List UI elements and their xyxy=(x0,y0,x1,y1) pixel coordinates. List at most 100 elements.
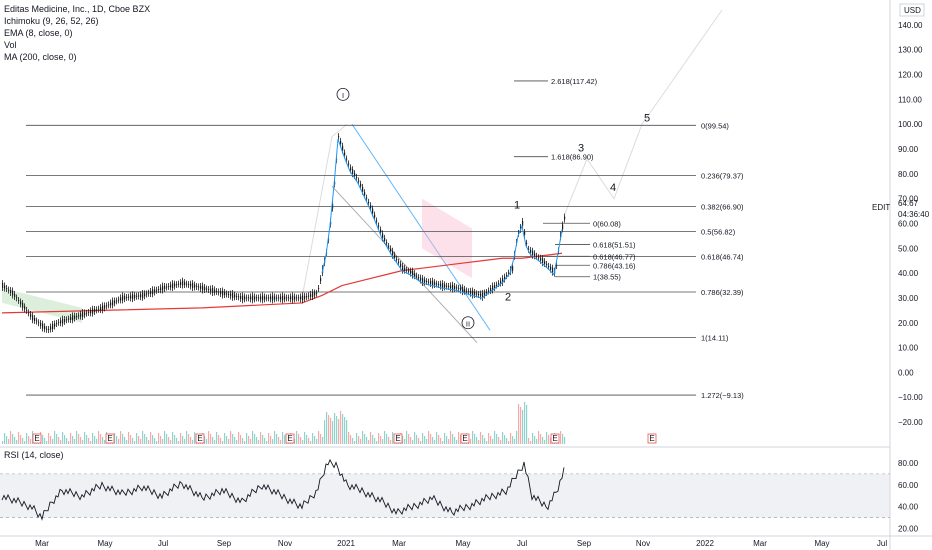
volume-bar xyxy=(412,440,414,444)
volume-bar xyxy=(422,433,424,444)
volume-bar xyxy=(532,433,534,444)
volume-bar xyxy=(486,441,488,444)
volume-bar xyxy=(420,441,422,444)
volume-bar xyxy=(10,431,12,444)
candle-body xyxy=(512,265,514,271)
legend-ma200[interactable]: MA (200, close, 0) xyxy=(4,52,77,62)
volume-bar xyxy=(8,439,10,444)
candle-body xyxy=(410,270,412,274)
candle-body xyxy=(500,280,502,284)
volume-bar xyxy=(364,434,366,444)
volume-bar xyxy=(132,438,134,444)
candle-body xyxy=(40,322,42,326)
candle-body xyxy=(106,305,108,307)
candle-body xyxy=(8,289,10,291)
volume-bar xyxy=(502,432,504,444)
volume-bar xyxy=(282,432,284,444)
volume-bar xyxy=(330,418,332,444)
volume-bar xyxy=(508,441,510,444)
volume-bar xyxy=(544,440,546,444)
volume-bar xyxy=(274,431,276,444)
earnings-marker[interactable] xyxy=(393,433,403,444)
candle-body xyxy=(420,277,422,281)
volume-bar xyxy=(370,432,372,444)
volume-bar xyxy=(354,441,356,444)
candle-body xyxy=(56,323,58,325)
price-tick-label: 0.00 xyxy=(898,368,914,377)
price-tick-label: 70.00 xyxy=(898,195,919,204)
volume-bar xyxy=(230,431,232,444)
volume-bar xyxy=(84,432,86,444)
volume-bar xyxy=(236,440,238,444)
earnings-marker[interactable] xyxy=(195,433,205,444)
candle-body xyxy=(186,283,188,285)
earnings-marker[interactable] xyxy=(460,433,470,444)
legend-vol[interactable]: Vol xyxy=(4,40,17,50)
candle-body xyxy=(274,296,276,300)
earnings-marker[interactable] xyxy=(105,433,115,444)
volume-bar xyxy=(484,438,486,444)
candle-body xyxy=(506,275,508,277)
candle-body xyxy=(182,280,184,286)
volume-bar xyxy=(186,431,188,444)
volume-bar xyxy=(388,437,390,444)
candle-body xyxy=(96,309,98,311)
candle-body xyxy=(102,305,104,311)
volume-bar xyxy=(490,436,492,444)
volume-bar xyxy=(142,431,144,444)
fib-level-label: 1.272(−9.13) xyxy=(701,391,744,400)
rsi-tick-label: 80.00 xyxy=(898,459,919,468)
candle-body xyxy=(412,270,414,276)
candle-body xyxy=(434,282,436,286)
candle-body xyxy=(180,282,182,286)
candle-body xyxy=(82,312,84,317)
candle-body xyxy=(32,315,34,321)
candle-body xyxy=(60,320,62,324)
price-tick-label: 130.00 xyxy=(898,46,923,55)
candle-body xyxy=(470,290,472,294)
volume-bar xyxy=(66,438,68,444)
candle-body xyxy=(80,313,82,317)
legend-ema[interactable]: EMA (8, close, 0) xyxy=(4,28,73,38)
fib-extension-label: 0.618(51.51) xyxy=(593,241,636,250)
volume-bar xyxy=(168,437,170,444)
candle-body xyxy=(174,283,176,287)
volume-bar xyxy=(300,437,302,444)
volume-bar xyxy=(316,439,318,444)
candle-body xyxy=(218,291,220,293)
volume-bar xyxy=(120,431,122,444)
candle-body xyxy=(366,197,368,199)
volume-bar xyxy=(98,431,100,444)
fib-extension-label: 1.618(86.90) xyxy=(551,153,594,162)
earnings-marker[interactable] xyxy=(32,433,42,444)
volume-bar xyxy=(482,435,484,444)
volume-bar xyxy=(92,433,94,444)
candle-body xyxy=(528,248,530,250)
candle-body xyxy=(222,290,224,296)
candle-body xyxy=(556,265,558,267)
earnings-marker[interactable] xyxy=(550,433,560,444)
candle-body xyxy=(356,176,358,178)
candle-body xyxy=(372,208,374,214)
earnings-marker[interactable] xyxy=(647,433,657,444)
volume-bar xyxy=(232,434,234,444)
volume-bar xyxy=(536,439,538,444)
volume-bar xyxy=(408,434,410,444)
candle-body xyxy=(442,283,444,289)
volume-bar xyxy=(498,437,500,444)
legend-ichimoku[interactable]: Ichimoku (9, 26, 52, 26) xyxy=(4,16,99,26)
volume-bar xyxy=(352,438,354,444)
volume-bar xyxy=(404,439,406,444)
candle-body xyxy=(256,297,258,299)
volume-bar xyxy=(136,433,138,444)
rsi-tick-label: 40.00 xyxy=(898,503,919,512)
candle-body xyxy=(408,270,410,272)
currency-badge[interactable] xyxy=(899,3,925,17)
rsi-tick-label: 60.00 xyxy=(898,481,919,490)
volume-bar xyxy=(80,437,82,444)
candle-body xyxy=(304,295,306,299)
volume-bar xyxy=(338,419,340,444)
candle-body xyxy=(2,283,4,289)
earnings-marker[interactable] xyxy=(285,433,295,444)
volume-bar xyxy=(128,432,130,444)
